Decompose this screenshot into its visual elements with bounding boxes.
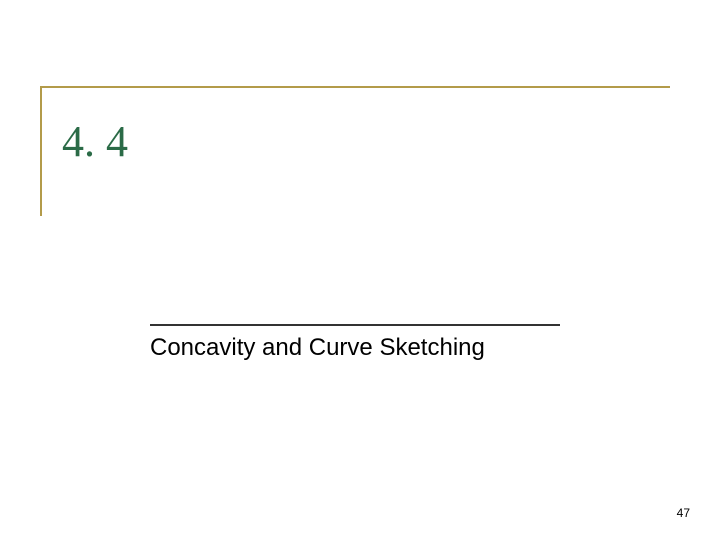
- page-number: 47: [677, 506, 690, 520]
- subtitle-horizontal-rule: [150, 324, 560, 326]
- top-horizontal-rule: [40, 86, 670, 88]
- section-number: 4. 4: [62, 116, 128, 167]
- left-vertical-rule: [40, 86, 42, 216]
- subtitle-text: Concavity and Curve Sketching: [150, 334, 485, 362]
